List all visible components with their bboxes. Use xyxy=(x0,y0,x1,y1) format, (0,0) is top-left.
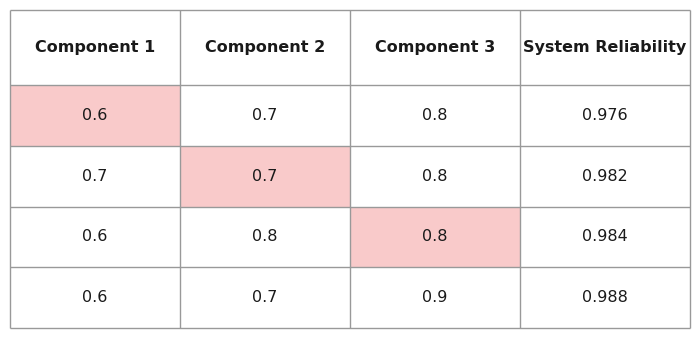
Bar xyxy=(350,10,520,85)
Bar xyxy=(10,10,180,85)
Text: 0.9: 0.9 xyxy=(422,290,448,305)
Bar xyxy=(350,207,520,267)
Bar xyxy=(10,146,180,207)
Text: 0.7: 0.7 xyxy=(252,290,278,305)
Text: 0.7: 0.7 xyxy=(252,169,278,184)
Bar xyxy=(180,85,350,146)
Text: Component 2: Component 2 xyxy=(205,40,325,55)
Bar xyxy=(350,146,520,207)
Bar xyxy=(520,10,690,85)
Text: 0.982: 0.982 xyxy=(582,169,628,184)
Bar xyxy=(10,85,180,146)
Text: 0.984: 0.984 xyxy=(582,230,628,244)
Text: Component 3: Component 3 xyxy=(375,40,495,55)
Text: 0.988: 0.988 xyxy=(582,290,628,305)
Bar xyxy=(10,267,180,328)
Bar xyxy=(520,207,690,267)
Text: 0.8: 0.8 xyxy=(252,230,278,244)
Bar xyxy=(350,85,520,146)
Text: 0.8: 0.8 xyxy=(422,230,448,244)
Text: 0.976: 0.976 xyxy=(582,108,628,123)
Text: 0.6: 0.6 xyxy=(83,290,108,305)
Text: 0.7: 0.7 xyxy=(83,169,108,184)
Bar xyxy=(180,10,350,85)
Bar xyxy=(350,267,520,328)
Text: 0.8: 0.8 xyxy=(422,108,448,123)
Text: 0.7: 0.7 xyxy=(252,108,278,123)
Text: Component 1: Component 1 xyxy=(35,40,155,55)
Text: 0.6: 0.6 xyxy=(83,230,108,244)
Bar xyxy=(520,85,690,146)
Text: 0.8: 0.8 xyxy=(422,169,448,184)
Text: 0.6: 0.6 xyxy=(83,108,108,123)
Bar xyxy=(180,267,350,328)
Bar xyxy=(180,146,350,207)
Bar xyxy=(180,207,350,267)
Bar xyxy=(10,207,180,267)
Bar xyxy=(520,146,690,207)
Text: System Reliability: System Reliability xyxy=(524,40,687,55)
Bar xyxy=(520,267,690,328)
